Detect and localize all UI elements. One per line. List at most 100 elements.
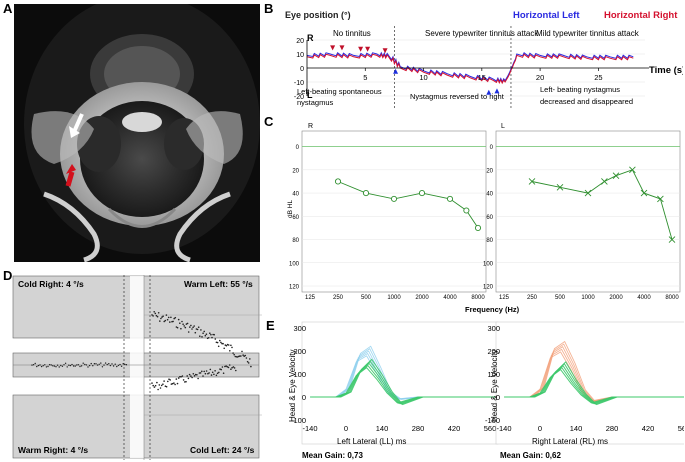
caloric-dot	[161, 316, 163, 318]
audiogram-y-tick-label: 40	[486, 192, 493, 198]
caloric-dot	[114, 363, 116, 365]
audiogram-y-tick-label: 120	[483, 285, 494, 291]
caloric-dot	[164, 319, 167, 322]
caloric-dot	[80, 365, 83, 367]
caloric-dot	[50, 364, 52, 366]
b-red-triangle-marker	[382, 48, 388, 54]
caloric-dot	[47, 365, 49, 368]
caloric-dot	[95, 363, 97, 365]
caloric-dot	[68, 364, 70, 366]
audiogram-y-tick-label: 80	[292, 238, 299, 244]
section-2-note-1: Nystagmus reversed to right	[410, 92, 505, 101]
caloric-dot	[184, 326, 187, 329]
caloric-dot	[185, 380, 187, 383]
b-red-triangle-marker	[339, 45, 345, 51]
audiogram-marker-x	[629, 166, 636, 174]
caloric-dot	[195, 328, 198, 330]
caloric-dot	[190, 324, 192, 327]
caloric-dot	[170, 383, 173, 385]
caloric-dot	[165, 314, 168, 316]
caloric-dot	[188, 373, 191, 376]
vhit-xlabel-left: Left Lateral (LL) ms	[337, 437, 406, 446]
caloric-dot	[184, 381, 186, 383]
vhit-x-tick-label: 140	[376, 424, 389, 433]
label-r: R	[307, 33, 314, 43]
caloric-dot	[125, 364, 128, 366]
audiogram-marker-circle	[362, 190, 370, 197]
audiogram-marker-circle	[418, 190, 426, 197]
caloric-dot	[122, 363, 124, 365]
audiogram-marker-x	[612, 172, 620, 179]
caloric-chart: Cold Right: 4 °/s Warm Left: 55 °/s Warm…	[12, 275, 262, 460]
caloric-dot	[229, 350, 231, 352]
caloric-dot	[231, 366, 233, 369]
caloric-dot	[196, 374, 198, 376]
caloric-dot	[82, 362, 84, 364]
caloric-dot	[205, 333, 208, 335]
vhit-ylabel-left: Head & Eye Velocity	[288, 350, 297, 422]
caloric-dot	[88, 364, 91, 367]
audiogram-x-tick-label: 2000	[609, 295, 623, 301]
caloric-dot	[199, 335, 201, 337]
audiogram-frame	[495, 130, 681, 293]
caloric-dot	[45, 366, 48, 368]
caloric-dot	[235, 369, 237, 372]
section-1-note-1: Left-beating spontaneous	[297, 87, 382, 96]
warm-right-label: Warm Right: 4 °/s	[18, 445, 88, 455]
audiogram-frame	[301, 130, 487, 293]
b-x-tick-label: 10	[419, 73, 427, 82]
vhit-y-tick-label: 200	[487, 347, 500, 356]
caloric-dot	[106, 363, 108, 366]
caloric-dot	[174, 316, 177, 319]
caloric-dot	[191, 376, 193, 379]
vhit-y-tick-label: 300	[293, 324, 306, 333]
panel-e-letter: E	[266, 318, 275, 333]
caloric-dot	[167, 380, 169, 383]
caloric-dot	[87, 366, 89, 368]
caloric-dot	[108, 363, 110, 365]
audiogram-marker-circle	[463, 207, 470, 214]
audiogram-marker-circle	[334, 178, 342, 185]
caloric-dot	[205, 370, 208, 372]
caloric-dot	[163, 380, 165, 382]
audiogram-x-tick-label: 125	[305, 295, 316, 301]
caloric-dot	[181, 320, 183, 323]
caloric-dot	[160, 317, 162, 320]
caloric-dot	[224, 365, 226, 368]
audiogram-y-tick-label: 80	[486, 238, 493, 244]
audiogram-marker-x	[668, 236, 676, 243]
panel-c-letter: C	[264, 114, 274, 129]
caloric-dot	[160, 384, 163, 387]
audiogram-x-tick-label: 125	[499, 295, 510, 301]
caloric-dot	[52, 365, 54, 367]
caloric-dot	[180, 327, 182, 330]
white-arrow-icon	[69, 113, 84, 138]
caloric-dot	[227, 366, 230, 369]
vhit-frame	[495, 321, 684, 445]
caloric-dot	[230, 344, 232, 347]
caloric-dot	[215, 341, 218, 344]
vhit-x-tick-label: 0	[538, 424, 542, 433]
panel-b-letter: B	[264, 1, 274, 16]
audiogram-marker-circle	[474, 224, 482, 231]
vhit-y-tick-label: 100	[293, 370, 306, 379]
caloric-dot	[194, 331, 197, 334]
caloric-dot	[109, 364, 112, 367]
cold-right-label: Cold Right: 4 °/s	[18, 279, 84, 289]
caloric-dot	[189, 326, 191, 328]
b-y-tick-label: -10	[294, 80, 304, 87]
caloric-dot	[192, 373, 195, 375]
caloric-dot	[204, 372, 207, 375]
caloric-dot	[204, 334, 207, 337]
audiogram-marker-x	[528, 178, 536, 185]
caloric-dot	[64, 362, 67, 364]
caloric-dot	[120, 365, 123, 367]
vhit-x-tick-label: -140	[496, 424, 511, 433]
audiogram-y-tick-label: 0	[490, 145, 494, 151]
caloric-dot	[225, 365, 227, 367]
panel-d-letter: D	[3, 268, 13, 283]
caloric-dot	[225, 344, 228, 347]
b-x-tick-label: 25	[594, 73, 602, 82]
panel-a-letter: A	[3, 1, 13, 16]
b-y-tick-label: 0	[300, 66, 304, 73]
